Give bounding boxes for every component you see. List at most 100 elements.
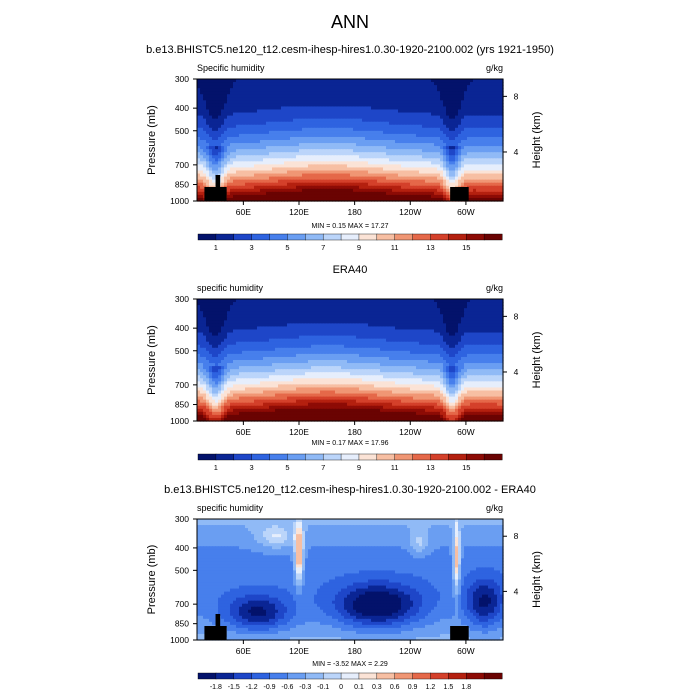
plot-frame bbox=[196, 298, 504, 422]
y-axis-title: Pressure (mb) bbox=[146, 325, 158, 395]
y-tick-label: 700 bbox=[175, 599, 189, 609]
colorbar-box bbox=[251, 672, 271, 680]
colorbar-box bbox=[269, 233, 288, 241]
y-tick-label: 500 bbox=[175, 346, 189, 356]
x-tick-label: 120E bbox=[289, 207, 309, 217]
colorbar-label: 5 bbox=[285, 463, 289, 472]
colorbar-box bbox=[394, 453, 414, 461]
colorbar-box bbox=[466, 453, 485, 461]
colorbar-label: 3 bbox=[250, 463, 254, 472]
y-axis-title: Pressure (mb) bbox=[146, 545, 158, 615]
field-shading bbox=[197, 299, 504, 422]
colorbar-label: 9 bbox=[357, 243, 361, 252]
variable-label: Specific humidity bbox=[197, 63, 265, 73]
colorbar: 1 3 5 7 9 11 13 15 bbox=[197, 453, 503, 472]
colorbar-label: -0.1 bbox=[317, 684, 329, 691]
y-right-axis-title: Height (km) bbox=[531, 112, 543, 169]
colorbar-box bbox=[358, 672, 378, 680]
colorbar-box bbox=[322, 233, 342, 241]
colorbar-box bbox=[215, 672, 235, 680]
colorbar-label: 0.1 bbox=[354, 684, 364, 691]
colorbar-label: 7 bbox=[321, 463, 325, 472]
colorbar-label: 9 bbox=[357, 463, 361, 472]
colorbar-box bbox=[322, 453, 342, 461]
y-tick-label: 1000 bbox=[170, 635, 189, 645]
colorbar-box bbox=[412, 233, 431, 241]
colorbar-label: 0.3 bbox=[372, 684, 382, 691]
field-shading bbox=[197, 519, 504, 641]
colorbar-box bbox=[269, 672, 288, 680]
units-label: g/kg bbox=[486, 503, 503, 513]
colorbar-box bbox=[269, 453, 288, 461]
x-tick-label: 120E bbox=[289, 427, 309, 437]
units-label: g/kg bbox=[486, 283, 503, 293]
colorbar: 1 3 5 7 9 11 13 15 bbox=[197, 233, 503, 252]
colorbar-box bbox=[448, 453, 467, 461]
topography-mask bbox=[204, 614, 469, 640]
colorbar-box bbox=[340, 453, 360, 461]
colorbar-box bbox=[287, 453, 306, 461]
y-right-axis-title: Height (km) bbox=[531, 551, 543, 608]
colorbar-label: 1.5 bbox=[443, 684, 453, 691]
colorbar-box bbox=[305, 453, 324, 461]
colorbar-box bbox=[448, 233, 467, 241]
colorbar-box bbox=[430, 453, 449, 461]
colorbar-box bbox=[305, 233, 324, 241]
y-tick-label: 400 bbox=[175, 103, 189, 113]
colorbar-box bbox=[358, 233, 378, 241]
min-max-stats: MIN = -3.52 MAX = 2.29 bbox=[312, 661, 388, 668]
x-tick-label: 180 bbox=[348, 427, 362, 437]
colorbar-box bbox=[305, 672, 324, 680]
y-right-tick-label: 4 bbox=[514, 586, 519, 596]
colorbar-label: -1.2 bbox=[246, 684, 258, 691]
colorbar-label: 1.2 bbox=[426, 684, 436, 691]
colorbar-label: -0.3 bbox=[299, 684, 311, 691]
colorbar-box bbox=[197, 453, 217, 461]
y-tick-label: 700 bbox=[175, 380, 189, 390]
x-tick-label: 180 bbox=[348, 207, 362, 217]
y-tick-label: 400 bbox=[175, 323, 189, 333]
colorbar-box bbox=[412, 672, 431, 680]
colorbar-label: -0.6 bbox=[281, 684, 293, 691]
colorbar-box bbox=[340, 233, 360, 241]
colorbar-box bbox=[466, 233, 485, 241]
colorbar-label: 13 bbox=[426, 243, 434, 252]
colorbar-label: 0.9 bbox=[408, 684, 418, 691]
variable-label: specific humidity bbox=[197, 503, 264, 513]
colorbar-label: 11 bbox=[391, 243, 399, 252]
chart-panel-3: b.e13.BHISTC5.ne120_t12.cesm-ihesp-hires… bbox=[146, 484, 543, 691]
colorbar-label: 15 bbox=[462, 463, 470, 472]
x-tick-label: 60E bbox=[236, 646, 251, 656]
colorbar-box bbox=[376, 233, 396, 241]
y-axis-title: Pressure (mb) bbox=[146, 105, 158, 175]
colorbar-box bbox=[430, 672, 449, 680]
colorbar-box bbox=[251, 453, 271, 461]
panel-title: ERA40 bbox=[333, 264, 368, 276]
plot-frame bbox=[196, 78, 504, 202]
colorbar-box bbox=[448, 672, 467, 680]
panel-title: b.e13.BHISTC5.ne120_t12.cesm-ihesp-hires… bbox=[164, 484, 536, 496]
colorbar-label: 1.8 bbox=[461, 684, 471, 691]
colorbar-label: 5 bbox=[285, 243, 289, 252]
colorbar-box bbox=[376, 453, 396, 461]
field-shading bbox=[197, 79, 504, 202]
y-tick-label: 850 bbox=[175, 400, 189, 410]
colorbar-box bbox=[233, 233, 253, 241]
x-tick-label: 120W bbox=[399, 427, 421, 437]
colorbar-box bbox=[233, 672, 253, 680]
colorbar-label: 3 bbox=[250, 243, 254, 252]
y-tick-label: 500 bbox=[175, 126, 189, 136]
page-title: ANN bbox=[330, 12, 369, 32]
y-tick-label: 850 bbox=[175, 619, 189, 629]
variable-label: specific humidity bbox=[197, 283, 264, 293]
colorbar-box bbox=[412, 453, 431, 461]
y-right-tick-label: 8 bbox=[514, 311, 519, 321]
colorbar-box bbox=[215, 453, 235, 461]
colorbar-label: 1 bbox=[214, 463, 218, 472]
colorbar-box bbox=[197, 672, 217, 680]
colorbar-box bbox=[466, 672, 485, 680]
y-tick-label: 500 bbox=[175, 565, 189, 575]
colorbar-label: 0.6 bbox=[390, 684, 400, 691]
